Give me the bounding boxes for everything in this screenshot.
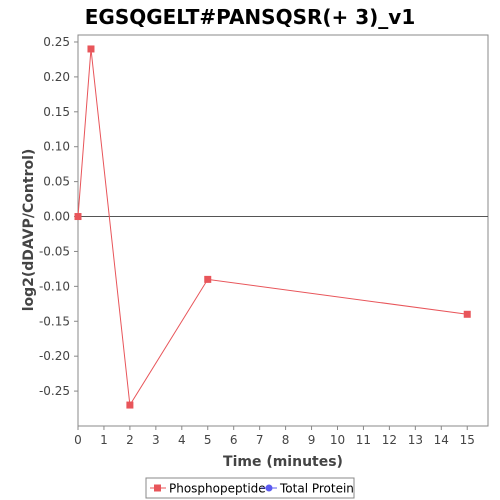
y-axis-label: log2(dDAVP/Control) [21, 149, 37, 312]
x-tick-label: 1 [100, 433, 108, 447]
plot-area [77, 34, 489, 427]
y-tick-label: -0.15 [39, 314, 70, 328]
y-tick-label: 0.25 [43, 35, 70, 49]
x-tick-label: 8 [282, 433, 290, 447]
y-axis: 0.25 0.20 0.15 0.10 0.05 0.00 -0.05 -0.10 -0.15 -… [39, 35, 78, 398]
y-tick-label: 0.15 [43, 105, 70, 119]
y-tick-label: -0.25 [39, 384, 70, 398]
data-point [87, 45, 95, 53]
legend-phospho-label: Phosphopeptide [169, 482, 266, 496]
x-tick-label: 4 [178, 433, 186, 447]
x-tick-label: 0 [74, 433, 82, 447]
x-axis: 0 1 2 3 4 5 6 7 8 9 10 11 12 13 14 15 [74, 426, 475, 447]
x-tick-label: 3 [152, 433, 160, 447]
series-layer [74, 45, 471, 409]
y-tick-label: 0.10 [43, 140, 70, 154]
y-tick-label: 0.20 [43, 70, 70, 84]
legend: Phosphopeptide Total Protein [145, 477, 355, 499]
x-tick-label: 2 [126, 433, 134, 447]
y-tick-label: 0.05 [43, 175, 70, 189]
data-point [74, 213, 82, 221]
x-tick-label: 9 [308, 433, 316, 447]
x-tick-label: 11 [356, 433, 371, 447]
y-tick-label: 0.00 [43, 210, 70, 224]
x-tick-label: 13 [408, 433, 423, 447]
x-axis-label: Time (minutes) [223, 454, 343, 470]
legend-total-label: Total Protein [279, 482, 354, 496]
data-point [126, 401, 134, 409]
legend-total-marker [265, 484, 273, 492]
data-point [463, 310, 471, 318]
legend-phospho-marker [154, 484, 161, 492]
x-tick-label: 5 [204, 433, 212, 447]
y-tick-label: -0.20 [39, 349, 70, 363]
y-tick-label: -0.10 [39, 279, 70, 293]
x-tick-label: 14 [434, 433, 449, 447]
chart-title: EGSQGELT#PANSQSR(+ 3)_v1 [85, 5, 416, 29]
x-tick-label: 10 [330, 433, 345, 447]
x-tick-label: 12 [382, 433, 397, 447]
legend-box [145, 477, 355, 499]
y-tick-label: -0.05 [39, 244, 70, 258]
x-tick-label: 15 [460, 433, 475, 447]
x-tick-label: 7 [256, 433, 264, 447]
data-point [204, 275, 212, 283]
x-tick-label: 6 [230, 433, 238, 447]
